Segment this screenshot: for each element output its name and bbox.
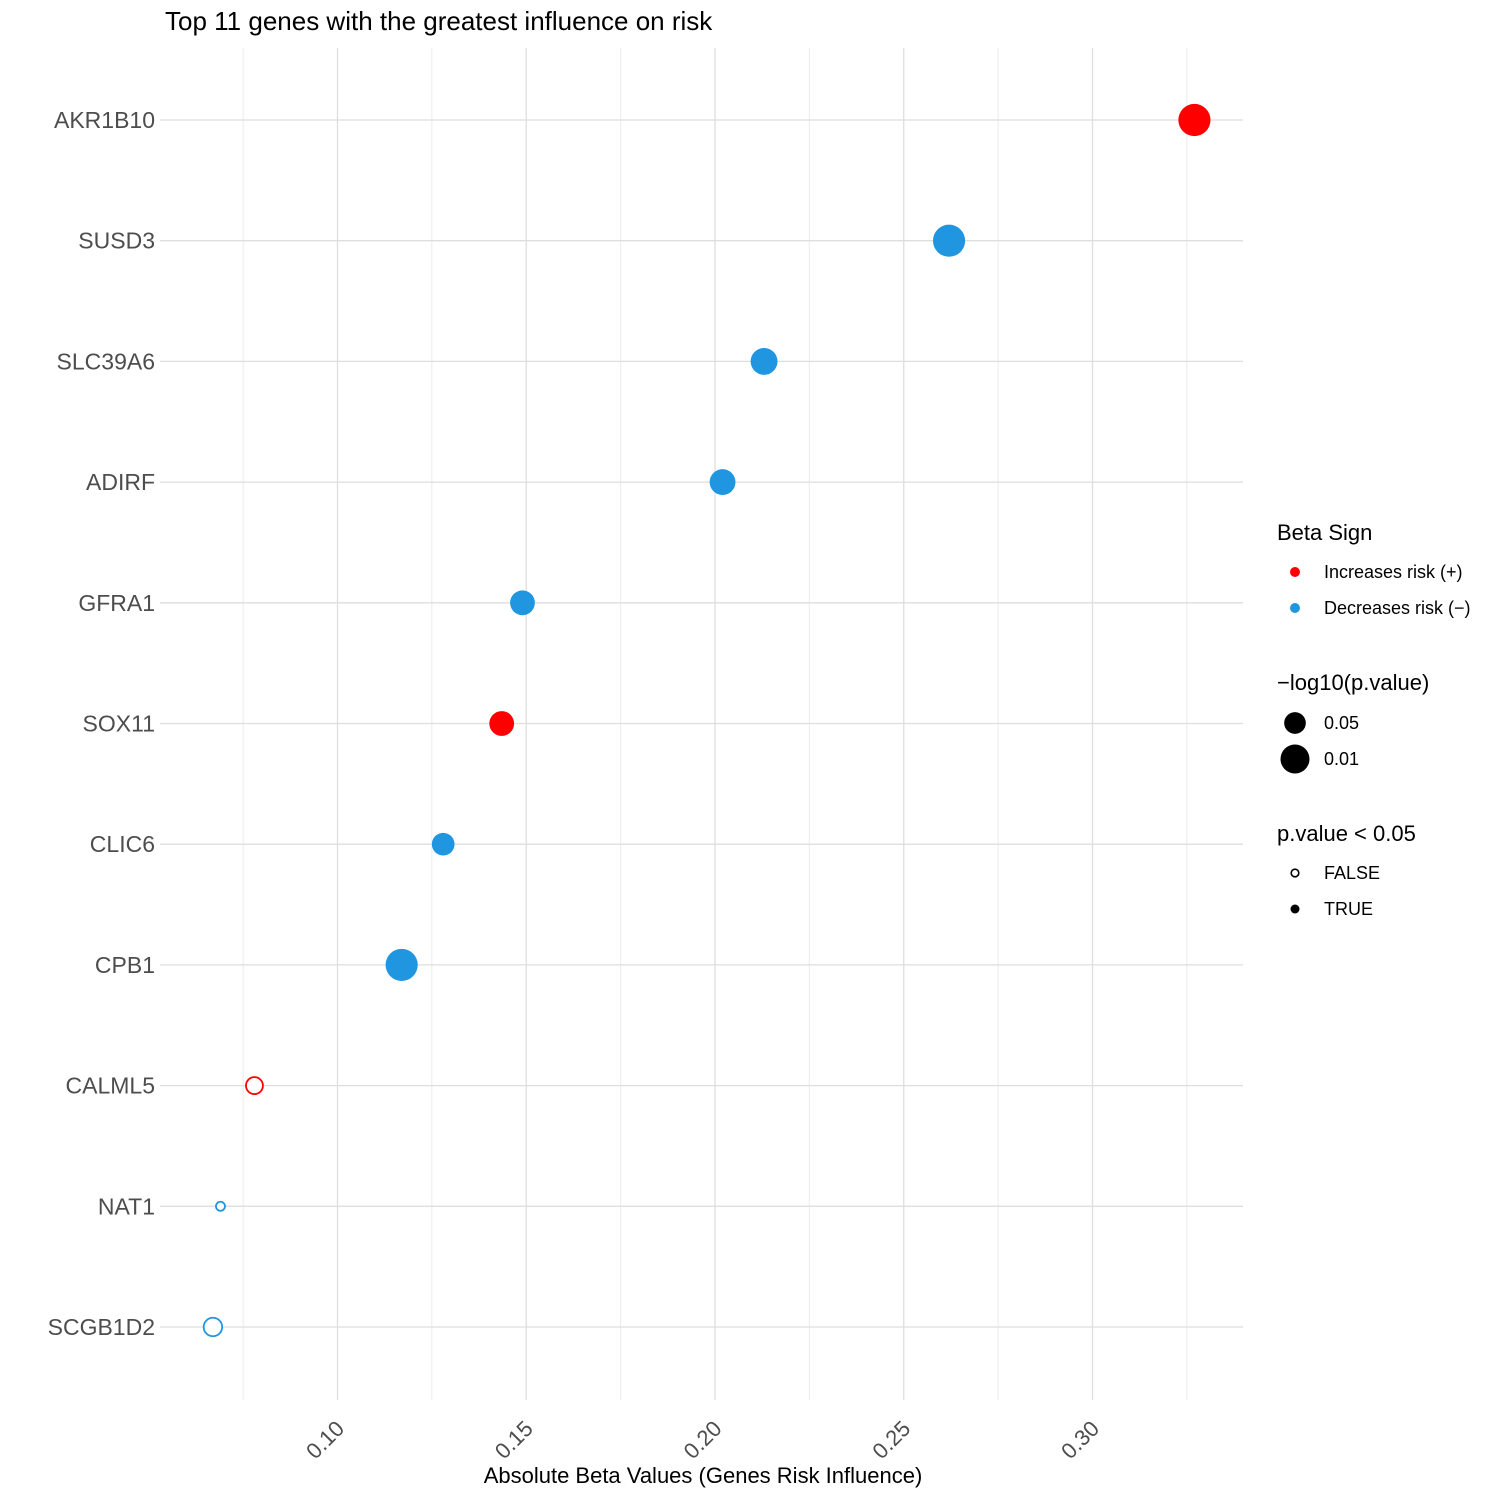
y-tick-label: CLIC6 <box>90 831 155 857</box>
data-point <box>489 711 515 736</box>
data-point <box>431 832 455 856</box>
x-tick-label: 0.25 <box>867 1416 915 1464</box>
legend-key-shape <box>1290 868 1300 878</box>
y-tick-label: AKR1B10 <box>54 107 155 133</box>
legend-key-shape <box>1290 904 1300 914</box>
legend-title-shape: p.value < 0.05 <box>1277 821 1416 846</box>
x-tick-label: 0.15 <box>490 1416 538 1464</box>
legend-key-color <box>1290 567 1300 577</box>
y-axis-labels: AKR1B10 SUSD3 SLC39A6 ADIRF GFRA1 SOX11 CLIC6 C… <box>48 107 155 1340</box>
data-point <box>1178 103 1211 137</box>
data-point <box>932 224 966 257</box>
data-point <box>709 469 736 496</box>
major-gridlines <box>160 48 1243 1400</box>
legend-key-size <box>1280 744 1310 774</box>
y-tick-label: CPB1 <box>95 952 155 978</box>
y-tick-label: CALML5 <box>66 1073 155 1099</box>
x-tick-label: 0.30 <box>1056 1416 1104 1464</box>
data-point <box>202 1316 224 1338</box>
y-tick-label: SOX11 <box>83 711 155 737</box>
data-point <box>385 948 418 981</box>
y-tick-label: SLC39A6 <box>57 348 155 374</box>
legend-label-size: 0.05 <box>1324 713 1359 733</box>
data-point <box>750 347 778 375</box>
x-axis-tick-labels: 0.10 0.15 0.20 0.25 0.30 <box>301 1416 1104 1464</box>
legend-label-color: Increases risk (+) <box>1324 562 1463 582</box>
legend-title-beta-sign: Beta Sign <box>1277 520 1372 545</box>
data-points <box>202 103 1211 1338</box>
legend-label-shape: TRUE <box>1324 899 1373 919</box>
data-point <box>245 1076 264 1095</box>
y-tick-label: NAT1 <box>98 1193 155 1219</box>
x-axis-title: Absolute Beta Values (Genes Risk Influen… <box>484 1463 923 1488</box>
legend: Beta Sign Increases risk (+) Decreases ris… <box>1277 520 1471 919</box>
legend-label-color: Decreases risk (−) <box>1324 598 1471 618</box>
data-point <box>510 590 535 616</box>
y-tick-label: SUSD3 <box>78 228 155 254</box>
y-tick-label: SCGB1D2 <box>48 1314 155 1340</box>
legend-title-size: −log10(p.value) <box>1277 670 1429 695</box>
data-point <box>215 1200 226 1212</box>
chart-title: Top 11 genes with the greatest influence… <box>165 6 713 36</box>
y-tick-label: GFRA1 <box>78 590 155 616</box>
x-tick-label: 0.10 <box>301 1416 349 1464</box>
y-tick-label: ADIRF <box>86 469 155 495</box>
legend-key-size <box>1284 712 1306 734</box>
legend-key-color <box>1290 603 1300 613</box>
legend-label-shape: FALSE <box>1324 863 1380 883</box>
legend-label-size: 0.01 <box>1324 749 1359 769</box>
x-tick-label: 0.20 <box>679 1416 727 1464</box>
